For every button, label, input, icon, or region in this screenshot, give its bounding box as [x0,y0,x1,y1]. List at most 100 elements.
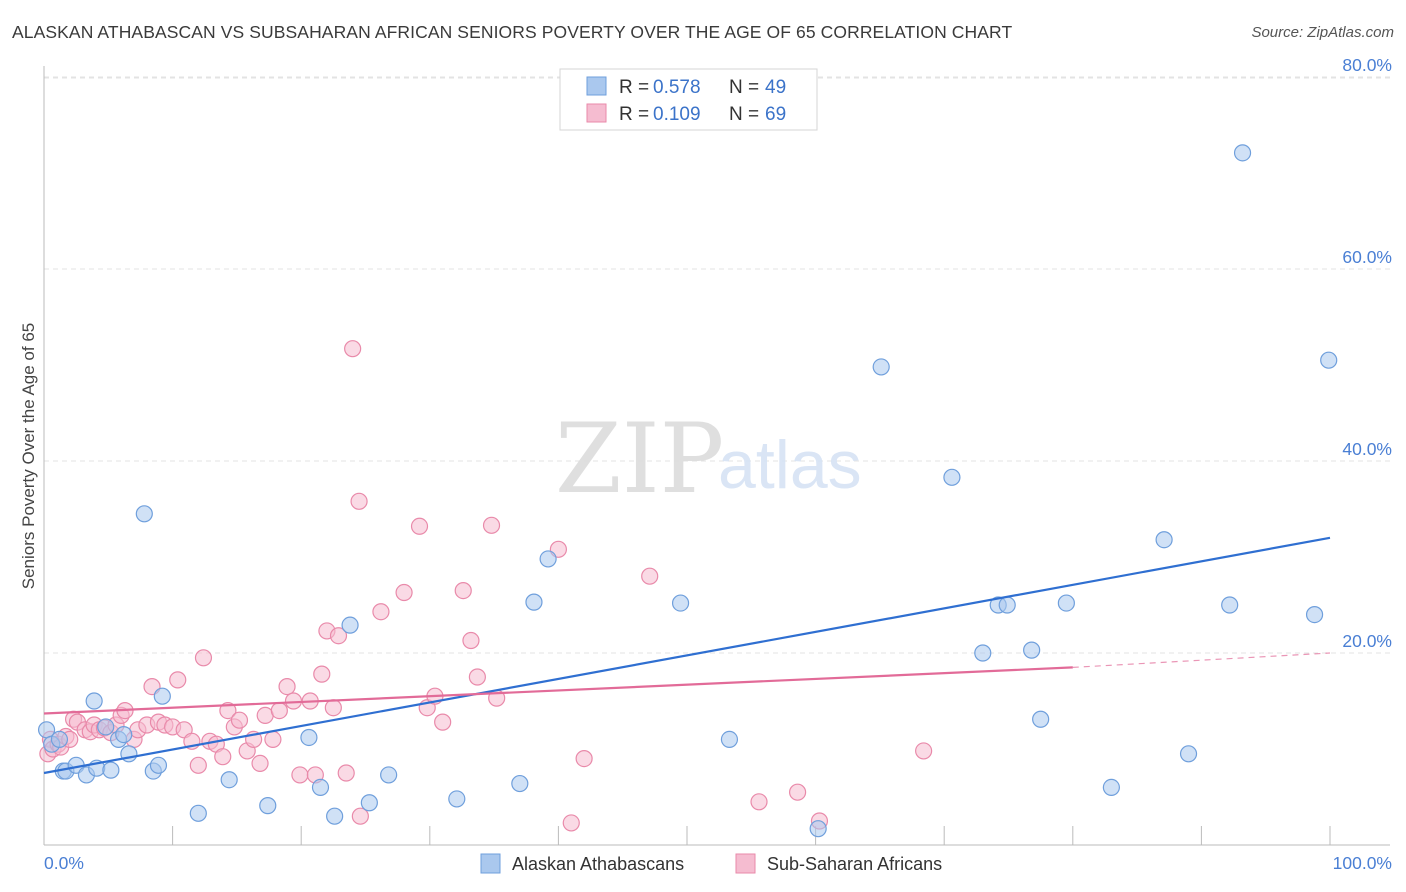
legend-r-value-0: 0.578 [653,77,701,98]
sub-saharan-point-71 [788,783,807,801]
legend-swatch-pink [586,103,607,123]
watermark: ZIP atlas [555,403,862,515]
trend-line-athabascan [43,536,1331,775]
athabascan-point-16 [149,756,168,774]
sub-saharan-point-28 [189,756,207,774]
trend-line-sub-saharan-extension [1072,652,1331,668]
legend: R = 0.578 N = 49 R = 0.109 N = 69 [559,68,818,131]
bottom-legend-swatch-pink [735,853,756,874]
athabascan-point-41 [1057,594,1075,612]
sub-saharan-point-29 [194,649,213,667]
legend-r-label-0: R = [619,77,649,98]
athabascan-point-2 [50,730,69,749]
athabascan-point-25 [360,794,378,812]
sub-saharan-point-47 [313,665,331,683]
athabascan-point-36 [974,644,992,662]
legend-swatch-blue [586,76,607,96]
athabascan-point-32 [720,730,739,749]
sub-saharan-point-61 [454,581,472,600]
x-tick-label-100: 100.0% [1333,853,1392,873]
athabascan-point-43 [1155,531,1173,549]
sub-saharan-point-67 [562,814,580,832]
y-tick-label-40: 40.0% [1342,439,1392,459]
athabascan-point-44 [1179,745,1198,763]
sub-saharan-point-55 [372,603,390,621]
x-axis-ticks [43,826,1331,845]
trend-line-sub-saharan [43,666,1073,715]
athabascan-point-21 [300,728,318,747]
athabascan-point-31 [671,594,690,612]
athabascan-point-46 [1233,144,1252,162]
athabascan-point-9 [97,718,115,736]
athabascan-point-10 [102,761,120,779]
sub-saharan-point-42 [278,677,296,696]
sub-saharan-point-68 [575,749,593,768]
chart-title: ALASKAN ATHABASCAN VS SUBSAHARAN AFRICAN… [12,22,1013,42]
legend-n-label-0: N = [729,77,759,98]
athabascan-point-30 [539,550,557,568]
x-tick-label-0: 0.0% [44,853,84,873]
sub-saharan-point-44 [291,766,309,784]
athabascan-point-48 [1320,351,1338,369]
bottom-legend-swatch-blue [480,853,501,874]
sub-saharan-point-57 [410,517,429,535]
athabascan-point-35 [943,468,961,486]
y-tick-label-80: 80.0% [1342,55,1392,75]
athabascan-point-47 [1305,605,1324,624]
athabascan-point-22 [311,778,330,797]
athabascan-point-40 [1032,710,1050,728]
series-sub-saharan-points [39,340,933,832]
series-athabascan-points [37,144,1338,838]
sub-saharan-point-70 [750,793,768,811]
sub-saharan-point-52 [344,340,362,358]
athabascan-point-26 [380,766,398,784]
athabascan-point-24 [341,616,359,634]
sub-saharan-point-73 [915,742,933,760]
athabascan-point-12 [115,725,133,744]
sub-saharan-point-63 [468,668,486,686]
y-axis-tick-labels: 20.0% 40.0% 60.0% 80.0% [1342,55,1392,651]
sub-saharan-point-49 [324,699,342,717]
legend-n-label-1: N = [729,104,759,125]
athabascan-point-27 [448,790,466,808]
sub-saharan-point-25 [169,671,187,689]
sub-saharan-point-41 [270,701,288,720]
sub-saharan-point-69 [641,567,659,585]
sub-saharan-point-33 [219,701,237,720]
legend-r-label-1: R = [619,104,649,125]
athabascan-point-19 [220,771,238,789]
sub-saharan-point-60 [434,713,452,731]
athabascan-point-14 [135,505,153,523]
sub-saharan-point-56 [395,583,413,602]
athabascan-point-33 [809,820,827,838]
athabascan-point-45 [1221,596,1239,614]
athabascan-point-28 [511,774,529,793]
watermark-atlas: atlas [718,427,862,503]
athabascan-point-39 [1023,641,1041,659]
legend-n-value-0: 49 [765,77,786,98]
sub-saharan-point-50 [329,627,348,645]
sub-saharan-point-64 [482,516,501,534]
athabascan-point-17 [153,687,171,705]
athabascan-point-38 [998,596,1016,614]
bottom-legend-label-sub-saharan: Sub-Saharan Africans [767,854,942,874]
sub-saharan-point-32 [214,748,232,766]
sub-saharan-point-54 [350,492,368,510]
sub-saharan-point-38 [251,754,269,773]
sub-saharan-point-51 [337,764,355,782]
sub-saharan-point-40 [264,730,282,749]
sub-saharan-point-53 [351,807,369,825]
athabascan-point-29 [525,593,543,611]
y-tick-label-60: 60.0% [1342,247,1392,267]
y-tick-label-20: 20.0% [1342,631,1392,651]
athabascan-point-20 [259,797,277,815]
athabascan-point-23 [326,807,344,825]
gridlines [44,76,1390,654]
athabascan-point-18 [189,804,207,822]
athabascan-point-42 [1102,778,1120,797]
sub-saharan-point-62 [462,631,480,650]
athabascan-point-7 [85,692,103,710]
watermark-zip: ZIP [555,403,724,515]
legend-r-value-1: 0.109 [653,104,701,125]
